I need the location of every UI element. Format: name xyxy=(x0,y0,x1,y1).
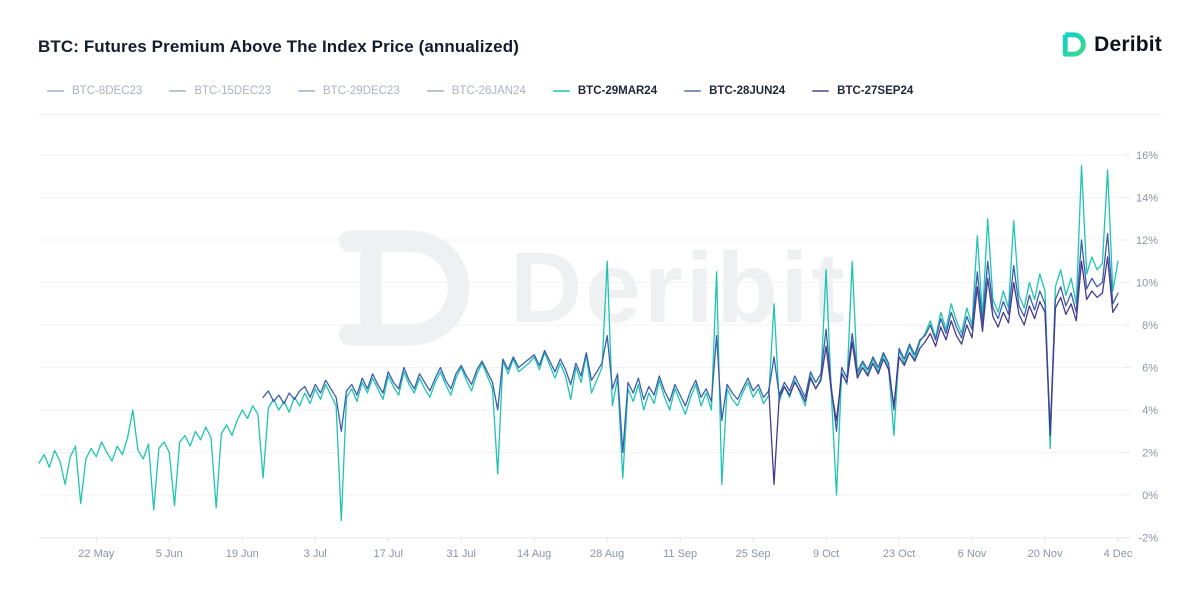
deribit-logo-icon xyxy=(1058,32,1086,57)
legend-swatch-icon xyxy=(684,89,702,93)
legend-label: BTC-15DEC23 xyxy=(194,85,272,97)
page-title: BTC: Futures Premium Above The Index Pri… xyxy=(38,37,519,56)
x-tick-label: 3 Jul xyxy=(304,548,327,560)
y-tick-label: 16% xyxy=(1136,150,1158,162)
series-line-btc-29mar24 xyxy=(38,164,1119,522)
legend-item-btc-28jun24[interactable]: BTC-28JUN24 xyxy=(684,85,785,97)
legend-separator xyxy=(38,114,1162,115)
x-tick-label: 6 Nov xyxy=(958,548,987,560)
legend-swatch-icon xyxy=(298,89,316,93)
legend-item-btc-15dec23[interactable]: BTC-15DEC23 xyxy=(169,85,271,97)
legend-item-btc-26jan24[interactable]: BTC-26JAN24 xyxy=(426,85,526,97)
x-tick-label: 4 Dec xyxy=(1104,548,1133,560)
x-tick-label: 11 Sep xyxy=(663,548,697,560)
y-tick-label: -2% xyxy=(1138,533,1158,545)
y-tick-label: 8% xyxy=(1142,320,1158,332)
y-tick-label: 0% xyxy=(1142,490,1158,502)
legend-label: BTC-29DEC23 xyxy=(323,85,400,97)
legend-item-btc-8dec23[interactable]: BTC-8DEC23 xyxy=(47,85,142,97)
legend-label: BTC-26JAN24 xyxy=(451,85,526,97)
x-tick-label: 23 Oct xyxy=(883,548,915,560)
y-tick-label: 2% xyxy=(1142,448,1158,460)
legend-swatch-icon xyxy=(169,89,187,93)
x-tick-label: 17 Jul xyxy=(374,548,403,560)
legend-label: BTC-29MAR24 xyxy=(577,85,658,97)
brand-name: Deribit xyxy=(1094,32,1162,56)
series-line-btc-28jun24 xyxy=(262,232,1119,454)
legend-item-btc-29dec23[interactable]: BTC-29DEC23 xyxy=(298,85,400,97)
y-tick-label: 14% xyxy=(1136,193,1158,205)
y-tick-label: 12% xyxy=(1136,235,1158,247)
legend-label: BTC-28JUN24 xyxy=(709,85,786,97)
brand-logo: Deribit xyxy=(1058,30,1162,59)
series-line-btc-27sep24 xyxy=(768,256,1119,486)
x-tick-label: 22 May xyxy=(78,548,115,560)
y-tick-label: 4% xyxy=(1142,405,1158,417)
legend-item-btc-27sep24[interactable]: BTC-27SEP24 xyxy=(812,85,913,97)
y-tick-label: 6% xyxy=(1142,363,1158,375)
x-tick-label: 5 Jun xyxy=(156,548,183,560)
legend-swatch-icon xyxy=(426,89,444,93)
x-tick-label: 20 Nov xyxy=(1028,548,1063,560)
legend-label: BTC-8DEC23 xyxy=(72,85,143,97)
legend-label: BTC-27SEP24 xyxy=(837,85,914,97)
x-tick-label: 31 Jul xyxy=(447,548,476,560)
legend-swatch-icon xyxy=(812,89,830,93)
x-tick-label: 25 Sep xyxy=(736,548,771,560)
x-tick-label: 14 Aug xyxy=(517,548,551,560)
chart-legend: BTC-8DEC23 BTC-15DEC23 BTC-29DEC23 BTC-26JA… xyxy=(47,85,913,97)
x-tick-label: 9 Oct xyxy=(813,548,839,560)
legend-item-btc-29mar24[interactable]: BTC-29MAR24 xyxy=(552,85,658,97)
x-tick-label: 28 Aug xyxy=(590,548,624,560)
legend-swatch-icon xyxy=(47,89,64,93)
y-tick-label: 10% xyxy=(1136,278,1158,290)
legend-swatch-icon xyxy=(552,89,570,93)
x-tick-label: 19 Jun xyxy=(226,548,259,560)
